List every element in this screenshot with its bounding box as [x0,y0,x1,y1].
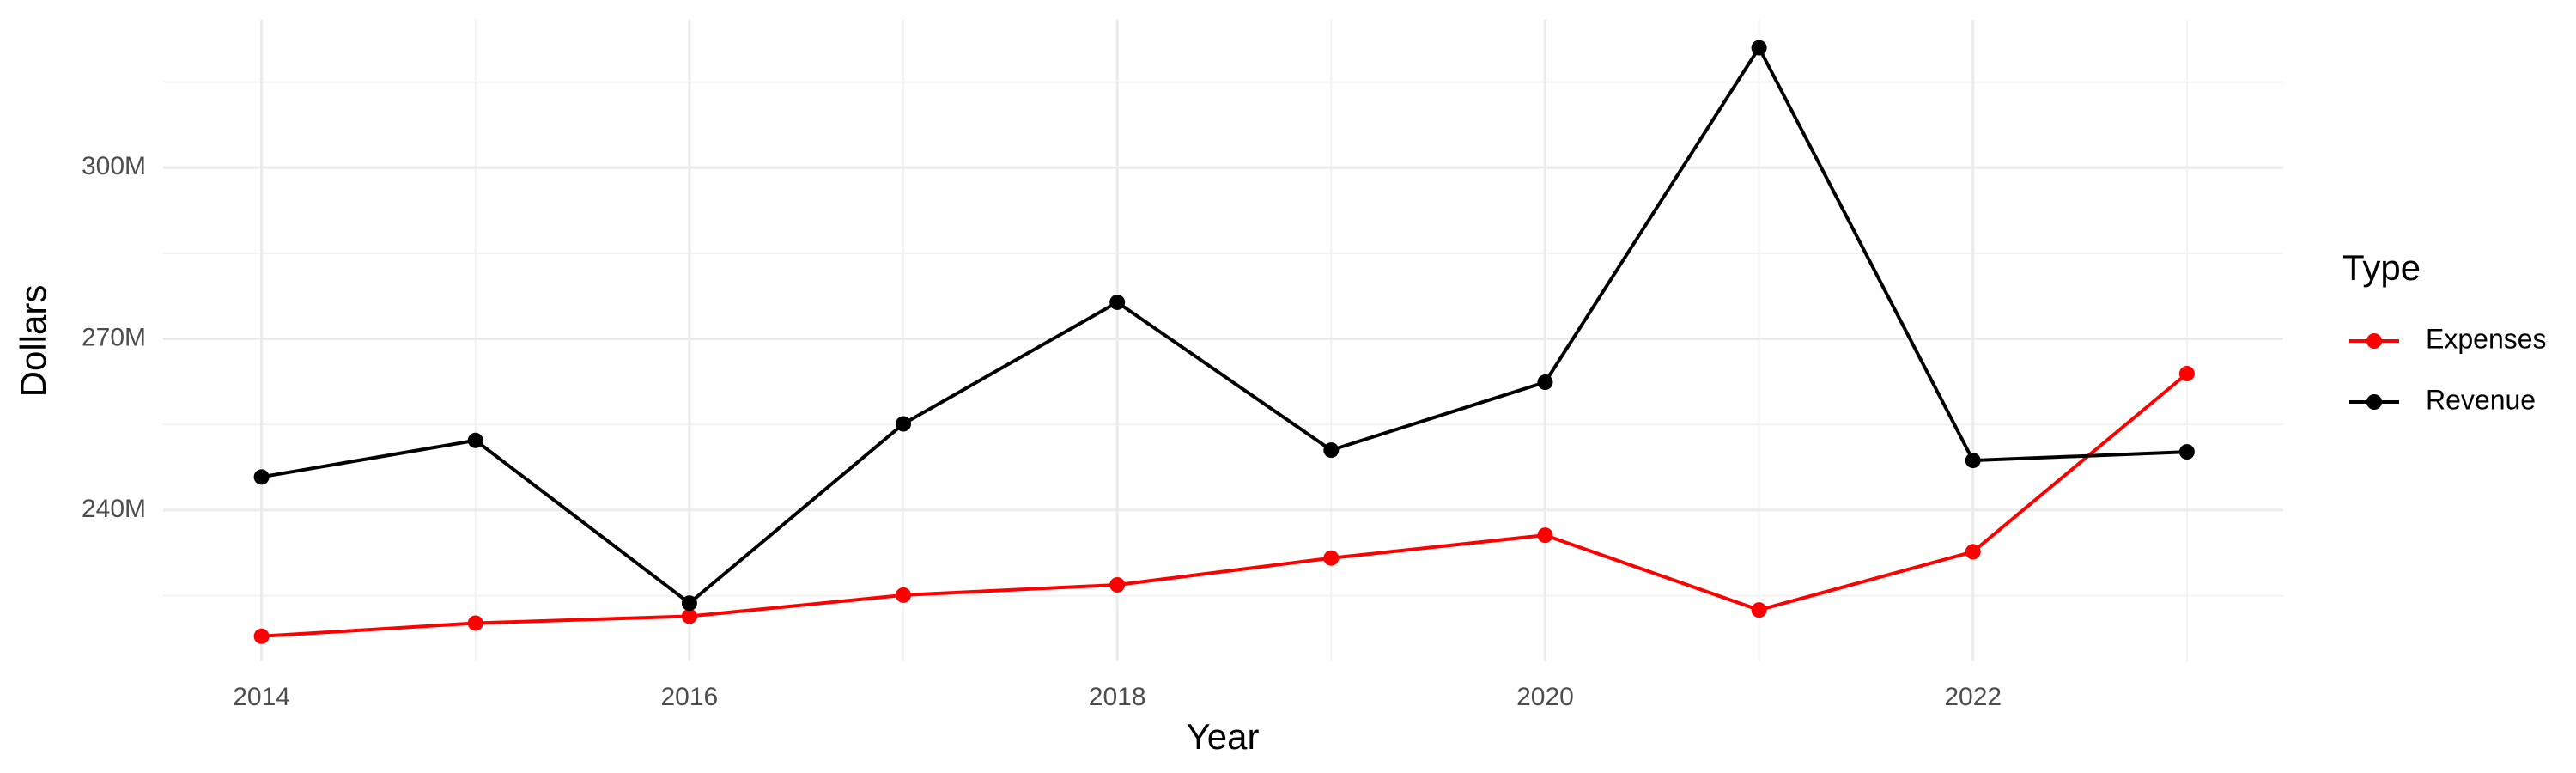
y-tick-label: 270M [82,323,146,351]
legend-key-point [2366,394,2382,410]
data-point [681,595,697,612]
data-point [896,416,912,432]
data-point [2178,366,2195,382]
data-point [1751,602,1767,618]
legend-title: Type [2342,247,2421,288]
data-point [253,469,270,485]
data-point [1109,294,1126,310]
legend-label: Revenue [2426,384,2536,415]
x-tick-label: 2014 [233,683,290,711]
x-axis-title: Year [1187,716,1260,757]
data-point [1109,576,1126,593]
x-tick-label: 2016 [661,683,719,711]
legend-key-point [2366,333,2382,349]
data-point [1323,550,1340,566]
x-tick-label: 2022 [1944,683,2002,711]
data-point [1965,544,1981,560]
series-line [261,44,2187,606]
y-axis-title: Dollars [13,285,53,398]
data-point [1965,453,1981,469]
data-point [1537,527,1553,544]
data-point [1323,442,1340,459]
x-tick-label: 2018 [1089,683,1146,711]
data-point [467,615,483,631]
series-line [261,372,2189,638]
data-point [1537,374,1553,391]
legend-label: Expenses [2426,323,2547,354]
data-point [681,608,697,624]
data-point [896,587,912,603]
data-point [467,432,483,448]
y-tick-label: 300M [82,152,146,180]
data-point [253,628,270,644]
y-tick-label: 240M [82,495,146,523]
data-point [1751,40,1767,56]
data-point [2178,444,2195,460]
x-tick-label: 2020 [1516,683,1574,711]
